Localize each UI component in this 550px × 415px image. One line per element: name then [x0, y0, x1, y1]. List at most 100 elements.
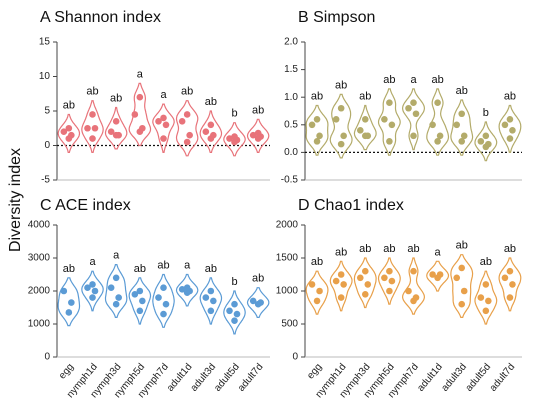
x-tick-label: egg — [57, 362, 76, 382]
data-point — [162, 121, 170, 129]
y-tick-label: 0 — [44, 140, 50, 151]
y-tick-label: 1.5 — [284, 64, 298, 75]
violin — [498, 104, 522, 153]
data-point — [139, 297, 146, 305]
significance-letter: ab — [359, 243, 371, 255]
data-point — [485, 140, 492, 148]
significance-letter: ab — [86, 86, 98, 98]
data-point — [434, 138, 441, 145]
data-point — [313, 138, 321, 145]
data-point — [506, 135, 514, 142]
data-point — [68, 299, 75, 306]
significance-letter: ab — [134, 263, 146, 275]
data-point — [436, 132, 444, 140]
data-point — [107, 128, 115, 135]
data-point — [91, 124, 99, 132]
data-point — [308, 121, 316, 129]
data-point — [162, 300, 170, 308]
data-point — [460, 287, 468, 295]
data-point — [60, 128, 68, 135]
y-tick-label: 10 — [39, 71, 51, 82]
data-point — [412, 110, 420, 118]
data-point — [482, 132, 490, 140]
violin — [377, 88, 401, 156]
y-tick-label: 1000 — [276, 286, 299, 297]
data-point — [178, 286, 186, 293]
significance-letter: ab — [504, 90, 516, 102]
data-point — [337, 294, 345, 301]
data-point — [112, 274, 120, 282]
data-point — [458, 300, 466, 308]
data-point — [160, 135, 167, 142]
data-point — [155, 294, 162, 301]
data-point — [136, 93, 144, 101]
violin — [450, 254, 474, 318]
y-tick-label: 2000 — [28, 286, 51, 297]
data-point — [386, 287, 393, 295]
x-tick-label: adult3d — [440, 362, 470, 394]
violin — [305, 104, 329, 156]
significance-letter: ab — [359, 90, 371, 102]
y-tick-label: 2.0 — [284, 37, 298, 48]
significance-letter: a — [89, 256, 96, 268]
data-point — [364, 132, 372, 140]
data-point — [386, 267, 393, 275]
data-point — [183, 111, 191, 118]
violin — [57, 113, 81, 153]
data-point — [202, 294, 210, 301]
data-point — [89, 135, 96, 142]
violin — [450, 99, 474, 156]
data-point — [388, 121, 396, 129]
data-point — [340, 132, 347, 140]
data-point — [112, 118, 120, 125]
data-point — [186, 131, 193, 139]
violin — [401, 88, 426, 151]
violin — [152, 103, 175, 153]
violin — [104, 106, 128, 150]
significance-letter: ab — [252, 104, 264, 116]
data-point — [477, 138, 485, 145]
data-point — [89, 111, 96, 118]
data-point — [405, 104, 412, 112]
significance-letter: ab — [311, 256, 323, 268]
violin — [81, 270, 104, 312]
violin — [57, 277, 81, 327]
data-point — [316, 132, 323, 140]
significance-letter: ab — [480, 256, 492, 268]
data-point — [231, 300, 238, 308]
significance-letter: ab — [63, 263, 75, 275]
data-point — [112, 300, 120, 308]
data-point — [65, 124, 73, 132]
data-point — [84, 284, 91, 292]
data-point — [89, 281, 96, 288]
y-tick-label: 0 — [44, 352, 50, 363]
data-point — [233, 310, 241, 318]
data-point — [509, 127, 516, 134]
x-tick-label: adult5d — [464, 362, 494, 394]
y-tick-label: 4000 — [28, 220, 51, 231]
data-point — [249, 131, 257, 139]
y-tick-label: 1500 — [276, 253, 299, 264]
data-point — [458, 110, 466, 118]
data-point — [381, 274, 388, 282]
violin — [377, 257, 401, 305]
data-point — [429, 271, 436, 278]
data-point — [183, 138, 191, 146]
data-point — [337, 104, 345, 112]
violin — [353, 104, 377, 151]
significance-letter: ab — [407, 243, 419, 255]
significance-letter: ab — [252, 273, 264, 285]
significance-letter: ab — [335, 246, 347, 258]
data-point — [453, 274, 461, 282]
data-point — [429, 121, 436, 129]
significance-letter: ab — [63, 99, 75, 111]
data-point — [231, 133, 238, 140]
y-tick-label: 2000 — [276, 220, 299, 231]
violin — [128, 277, 152, 325]
violin — [199, 277, 223, 325]
violin — [426, 260, 450, 292]
y-tick-label: -0.5 — [281, 175, 299, 186]
data-point — [155, 118, 162, 125]
data-point — [436, 271, 444, 278]
